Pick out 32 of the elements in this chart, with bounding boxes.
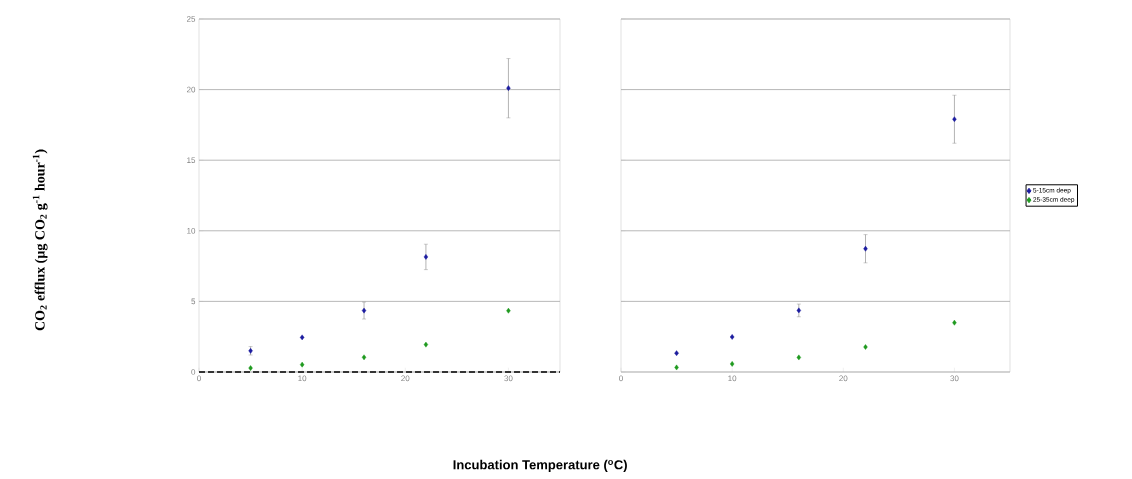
y-tick-label: 25 [186,16,196,22]
x-tick-label: 10 [728,375,737,382]
point [248,365,253,371]
x-tick-label: 30 [504,375,513,382]
x-tick-label: 30 [950,375,959,382]
point [863,344,868,350]
point [423,254,429,260]
point [952,319,957,326]
y-tick-label: 20 [186,86,196,93]
x-axis-title: Incubation Temperature ($^{o}$C) [453,459,627,472]
x-tick-label: 0 [197,375,201,382]
x-tick-label: 0 [619,375,623,382]
point [423,341,429,348]
point [730,361,735,367]
point [361,307,367,314]
x-tick-label: 20 [401,375,410,382]
point [952,116,957,123]
x-tick-label: 10 [298,375,307,382]
point [796,307,801,314]
point [300,361,305,368]
y-tick-label: 0 [191,369,196,375]
y-tick-label: 15 [187,157,196,163]
point [361,354,367,361]
point [863,245,868,252]
point [796,354,801,361]
point [674,364,679,371]
y-tick-label: 5 [191,298,196,305]
y-tick-label: 10 [187,227,196,234]
x-tick-label: 20 [839,375,848,382]
text: CO$_{2}$ efflux (µg CO$_{2}$ g$^{-1}$ hour$^{-1}$) [32,149,48,331]
point [506,85,511,91]
point [506,307,511,314]
